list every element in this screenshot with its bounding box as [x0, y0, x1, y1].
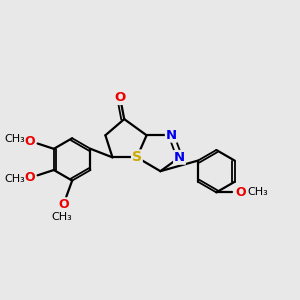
Text: S: S — [132, 150, 142, 164]
Text: O: O — [58, 198, 69, 211]
Text: N: N — [166, 129, 177, 142]
Text: N: N — [174, 151, 185, 164]
Text: CH₃: CH₃ — [248, 188, 268, 197]
Text: CH₃: CH₃ — [52, 212, 72, 222]
Text: CH₃: CH₃ — [4, 174, 25, 184]
Text: O: O — [24, 135, 35, 148]
Text: O: O — [236, 186, 246, 199]
Text: O: O — [24, 171, 35, 184]
Text: CH₃: CH₃ — [4, 134, 25, 144]
Text: O: O — [115, 91, 126, 104]
